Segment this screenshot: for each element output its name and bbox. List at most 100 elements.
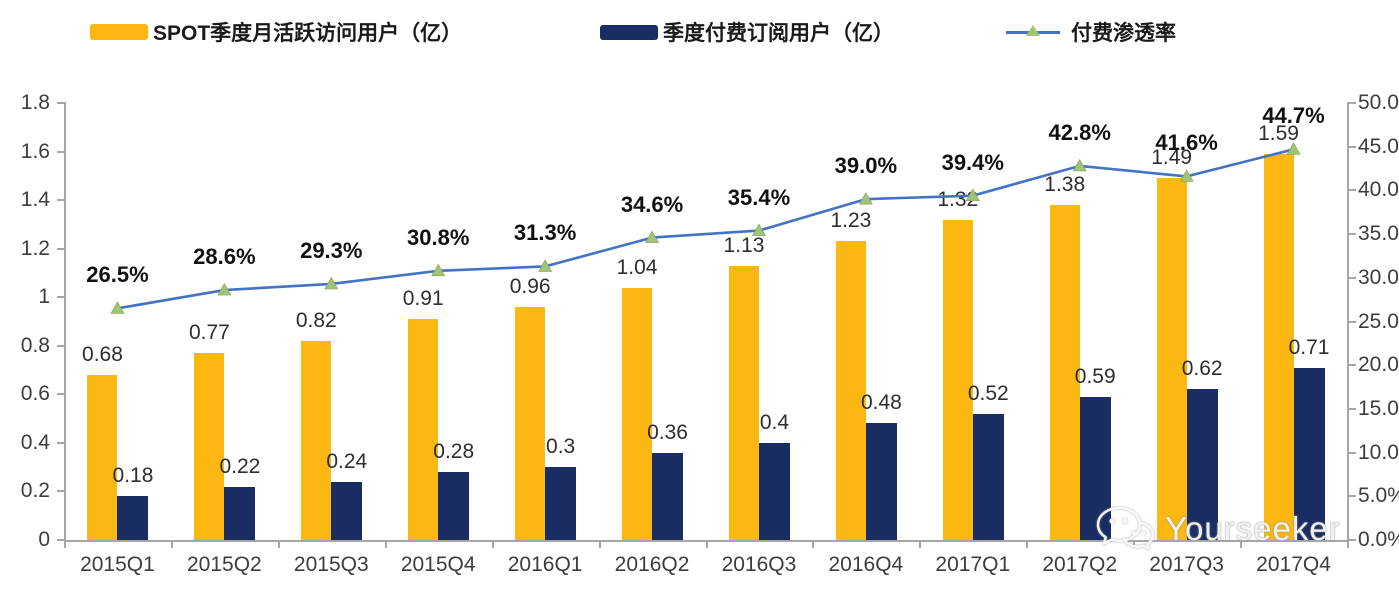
y-axis-right-tick-label: 50.0% xyxy=(1358,91,1399,114)
x-axis-tick xyxy=(64,540,66,548)
y-axis-left-tick-label: 0.8 xyxy=(20,333,50,357)
subscriber-bar xyxy=(1079,396,1111,540)
mau-bar-value-label: 1.38 xyxy=(1044,172,1086,196)
mau-bar-value-label: 0.91 xyxy=(402,287,444,311)
y-axis-left-tick xyxy=(57,150,66,153)
subscriber-bar-value-label: 0.24 xyxy=(326,449,368,473)
penetration-marker-icon xyxy=(645,230,660,243)
mau-bar-value-label: 1.32 xyxy=(937,187,979,211)
y-axis-left-tick-label: 0.4 xyxy=(20,430,50,454)
y-axis-right-tick-label: 5.0% xyxy=(1358,484,1399,508)
y-axis-right-tick xyxy=(1347,102,1356,104)
subscriber-bar-value-label: 0.18 xyxy=(112,464,154,488)
y-axis-left-tick-label: 0.2 xyxy=(20,479,50,503)
x-axis-category-label: 2017Q4 xyxy=(1256,553,1331,576)
wechat-icon xyxy=(1096,506,1155,551)
y-axis-left-tick-label: 1.4 xyxy=(20,188,50,212)
mau-bar xyxy=(515,306,546,540)
watermark: Yourseeker xyxy=(1095,505,1341,553)
mau-bar xyxy=(942,219,973,540)
mau-bar-value-label: 0.77 xyxy=(188,321,230,345)
mau-bar xyxy=(301,340,332,540)
y-axis-left-tick-label: 1.6 xyxy=(20,139,50,163)
mau-bar-value-label: 0.68 xyxy=(82,342,123,366)
y-axis-right-tick-label: 40.0% xyxy=(1358,178,1399,202)
y-axis-left-tick xyxy=(57,102,66,104)
subscriber-bar xyxy=(331,481,363,540)
penetration-marker-icon xyxy=(538,259,553,272)
penetration-marker-icon xyxy=(110,301,125,314)
x-axis-tick xyxy=(277,540,280,548)
x-axis-tick xyxy=(1240,540,1243,548)
subscriber-bar-value-label: 0.22 xyxy=(219,454,261,478)
penetration-point-label: 29.3% xyxy=(300,237,363,263)
subscriber-bar xyxy=(1293,367,1325,540)
y-axis-right-tick-label: 35.0% xyxy=(1358,222,1399,246)
y-axis-left-tick xyxy=(57,393,66,396)
mau-bar xyxy=(194,353,225,540)
x-axis-tick xyxy=(384,540,387,548)
mau-bar xyxy=(408,319,439,540)
x-axis-tick xyxy=(1347,540,1349,548)
penetration-point-label: 35.4% xyxy=(727,184,791,210)
y-axis-right-tick-label: 30.0% xyxy=(1358,265,1399,289)
legend-triangle-marker-icon xyxy=(1026,24,1040,36)
penetration-point-label: 26.5% xyxy=(86,262,149,288)
mau-bar xyxy=(87,374,118,540)
legend-swatch-mau xyxy=(90,24,148,40)
mau-bar-value-label: 1.13 xyxy=(723,233,765,257)
legend-item-mau: SPOT季度月活跃访问用户（亿） xyxy=(90,18,462,46)
y-axis-right-tick xyxy=(1347,233,1356,236)
y-axis-left-tick xyxy=(57,490,66,493)
penetration-marker-icon xyxy=(217,282,232,296)
mau-bar-value-label: 1.23 xyxy=(830,209,872,233)
subscriber-bar-value-label: 0.71 xyxy=(1288,335,1330,359)
penetration-point-label: 44.7% xyxy=(1262,103,1325,129)
penetration-marker-icon xyxy=(1072,158,1087,172)
subscriber-bar-value-label: 0.4 xyxy=(759,410,790,434)
subscriber-bar xyxy=(1186,389,1218,540)
x-axis-category-label: 2016Q2 xyxy=(614,553,690,576)
y-axis-right-tick-label: 45.0% xyxy=(1358,134,1399,158)
x-axis-category-label: 2017Q3 xyxy=(1149,553,1224,576)
mau-bar-value-label: 0.82 xyxy=(295,308,337,332)
legend-swatch-subscribers xyxy=(600,24,658,40)
y-axis-right-tick xyxy=(1347,495,1356,498)
x-axis-tick xyxy=(1026,540,1029,548)
y-axis-right-tick xyxy=(1347,320,1356,323)
watermark-text: Yourseeker xyxy=(1165,510,1341,547)
y-axis-left-tick-label: 1 xyxy=(38,285,50,309)
penetration-point-label: 41.6% xyxy=(1155,130,1218,156)
legend-label-mau: SPOT季度月活跃访问用户（亿） xyxy=(153,22,463,45)
subscriber-bar-value-label: 0.52 xyxy=(967,381,1009,405)
penetration-point-label: 39.0% xyxy=(834,153,898,179)
subscriber-bar xyxy=(117,496,149,540)
y-axis-right-tick xyxy=(1347,539,1356,541)
x-axis-category-label: 2016Q4 xyxy=(828,553,904,576)
legend-label-penetration: 付费渗透率 xyxy=(1071,22,1176,45)
penetration-point-label: 34.6% xyxy=(620,191,684,217)
y-axis-left-tick-label: 1.2 xyxy=(20,236,50,260)
subscriber-bar-value-label: 0.3 xyxy=(546,435,576,459)
x-axis-category-label: 2016Q3 xyxy=(721,553,797,576)
y-axis-right-tick xyxy=(1347,189,1356,192)
x-axis-category-label: 2015Q3 xyxy=(293,553,369,576)
legend-item-penetration: 付费渗透率 xyxy=(1006,18,1176,46)
y-axis-left-tick xyxy=(57,247,66,250)
subscriber-bar-value-label: 0.48 xyxy=(860,391,902,415)
mau-bar xyxy=(622,287,653,540)
subscriber-bar xyxy=(758,442,790,540)
y-axis-right-tick xyxy=(1347,364,1356,367)
y-axis-right-tick-label: 20.0% xyxy=(1358,353,1399,377)
x-axis-category-label: 2017Q2 xyxy=(1042,553,1118,576)
subscriber-bar xyxy=(865,423,897,540)
legend-label-subscribers: 季度付费订阅用户（亿） xyxy=(663,22,894,45)
x-axis-category-label: 2016Q1 xyxy=(507,553,583,576)
y-axis-right-tick-label: 15.0% xyxy=(1358,396,1399,420)
subscriber-bar xyxy=(438,472,470,540)
subscriber-bar-value-label: 0.59 xyxy=(1074,364,1116,388)
mau-bar-value-label: 1.59 xyxy=(1258,121,1299,145)
subscriber-bar xyxy=(652,452,684,540)
penetration-line xyxy=(117,148,1294,310)
